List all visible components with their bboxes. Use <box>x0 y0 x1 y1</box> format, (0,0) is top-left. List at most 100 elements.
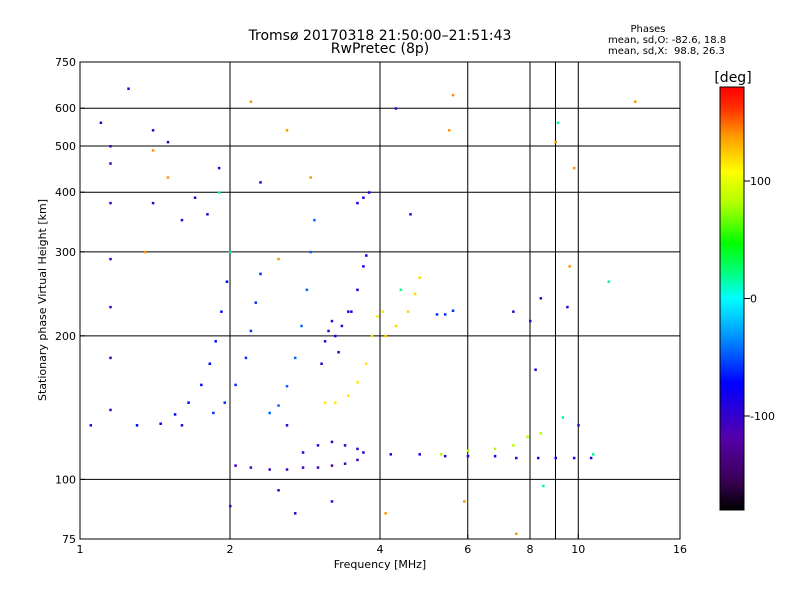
data-point <box>200 383 203 387</box>
data-point <box>362 196 365 199</box>
data-point <box>447 129 451 132</box>
data-point <box>193 196 197 199</box>
data-point <box>634 100 637 103</box>
data-point <box>413 292 417 296</box>
data-point <box>556 121 560 125</box>
data-point <box>542 484 545 488</box>
chart-title: Tromsø 20170318 21:50:00–21:51:43 <box>248 28 512 44</box>
data-point <box>439 453 443 456</box>
data-point <box>220 310 223 313</box>
data-point <box>409 213 412 216</box>
data-point <box>180 218 184 222</box>
data-point <box>466 454 470 458</box>
data-point <box>323 401 327 404</box>
info-x-stats: mean, sd,X: 98.8, 26.3 <box>608 46 725 57</box>
data-point <box>346 394 350 397</box>
data-point <box>566 305 569 309</box>
data-point <box>234 464 237 467</box>
data-point <box>229 250 232 254</box>
data-point <box>356 201 359 205</box>
data-point <box>493 447 497 451</box>
data-point <box>301 451 305 454</box>
data-point <box>399 288 403 292</box>
data-point <box>591 453 595 456</box>
x-tick-label: 1 <box>77 543 84 556</box>
data-point <box>389 453 393 456</box>
data-point <box>330 319 334 323</box>
data-point <box>607 280 611 283</box>
data-point <box>316 444 320 447</box>
data-point <box>206 213 209 216</box>
data-points <box>89 87 637 536</box>
data-point <box>285 468 289 471</box>
y-axis-ticks: 75 100 200 300 400 500 600 750 <box>55 56 85 546</box>
data-point <box>418 453 421 456</box>
x-tick-label: 6 <box>464 543 471 556</box>
data-point <box>463 500 466 503</box>
data-point <box>330 464 334 467</box>
data-point <box>109 356 112 360</box>
data-point <box>277 257 280 261</box>
x-tick-label: 8 <box>527 543 534 556</box>
data-point <box>589 456 593 460</box>
data-point <box>356 381 359 384</box>
data-point <box>109 305 112 309</box>
data-point <box>512 310 515 313</box>
data-point <box>293 512 297 515</box>
data-point <box>244 356 248 360</box>
data-point <box>515 456 518 460</box>
data-point <box>343 444 347 447</box>
data-point <box>285 129 289 132</box>
data-point <box>109 408 112 412</box>
data-point <box>343 462 347 465</box>
data-point <box>443 313 447 316</box>
data-point <box>89 424 93 427</box>
data-point <box>151 149 155 152</box>
data-point <box>406 310 410 313</box>
data-point <box>159 422 162 425</box>
colorbar-label: [deg] <box>714 70 751 86</box>
y-axis-label: Stationary phase Virtual Height [km] <box>36 199 49 401</box>
data-point <box>337 350 340 354</box>
data-point <box>323 340 327 343</box>
data-point <box>109 201 112 205</box>
data-point <box>166 176 170 179</box>
data-point <box>301 466 305 469</box>
y-tick-label: 750 <box>55 56 76 69</box>
data-point <box>151 201 155 205</box>
data-point <box>249 329 253 333</box>
x-axis-ticks: 1 2 4 6 8 10 16 <box>77 534 687 556</box>
data-point <box>285 384 289 388</box>
grid-lines <box>80 62 680 539</box>
x-axis-label: Frequency [MHz] <box>334 558 426 571</box>
data-point <box>229 504 232 508</box>
data-point <box>443 454 447 458</box>
data-point <box>384 334 387 338</box>
data-point <box>225 280 229 283</box>
data-point <box>376 315 379 318</box>
data-point <box>217 166 221 170</box>
y-tick-label: 400 <box>55 186 76 199</box>
data-point <box>313 218 316 222</box>
data-point <box>249 100 253 103</box>
info-heading: Phases <box>630 24 665 35</box>
data-point <box>127 87 130 90</box>
data-point <box>534 368 537 371</box>
data-point <box>143 250 147 254</box>
data-point <box>381 310 385 313</box>
data-point <box>362 265 365 268</box>
data-point <box>305 288 309 292</box>
data-point <box>212 411 215 415</box>
data-point <box>572 456 576 460</box>
data-point <box>435 313 439 316</box>
data-point <box>214 340 217 343</box>
data-point <box>293 356 297 360</box>
data-point <box>356 288 359 292</box>
chart-subtitle: RwPretec (8p) <box>331 41 429 57</box>
data-point <box>208 362 212 365</box>
data-point <box>365 254 368 257</box>
y-tick-label: 500 <box>55 140 76 153</box>
y-tick-label: 100 <box>55 473 76 486</box>
info-o-stats: mean, sd,O: -82.6, 18.8 <box>608 35 726 46</box>
data-point <box>554 456 557 460</box>
